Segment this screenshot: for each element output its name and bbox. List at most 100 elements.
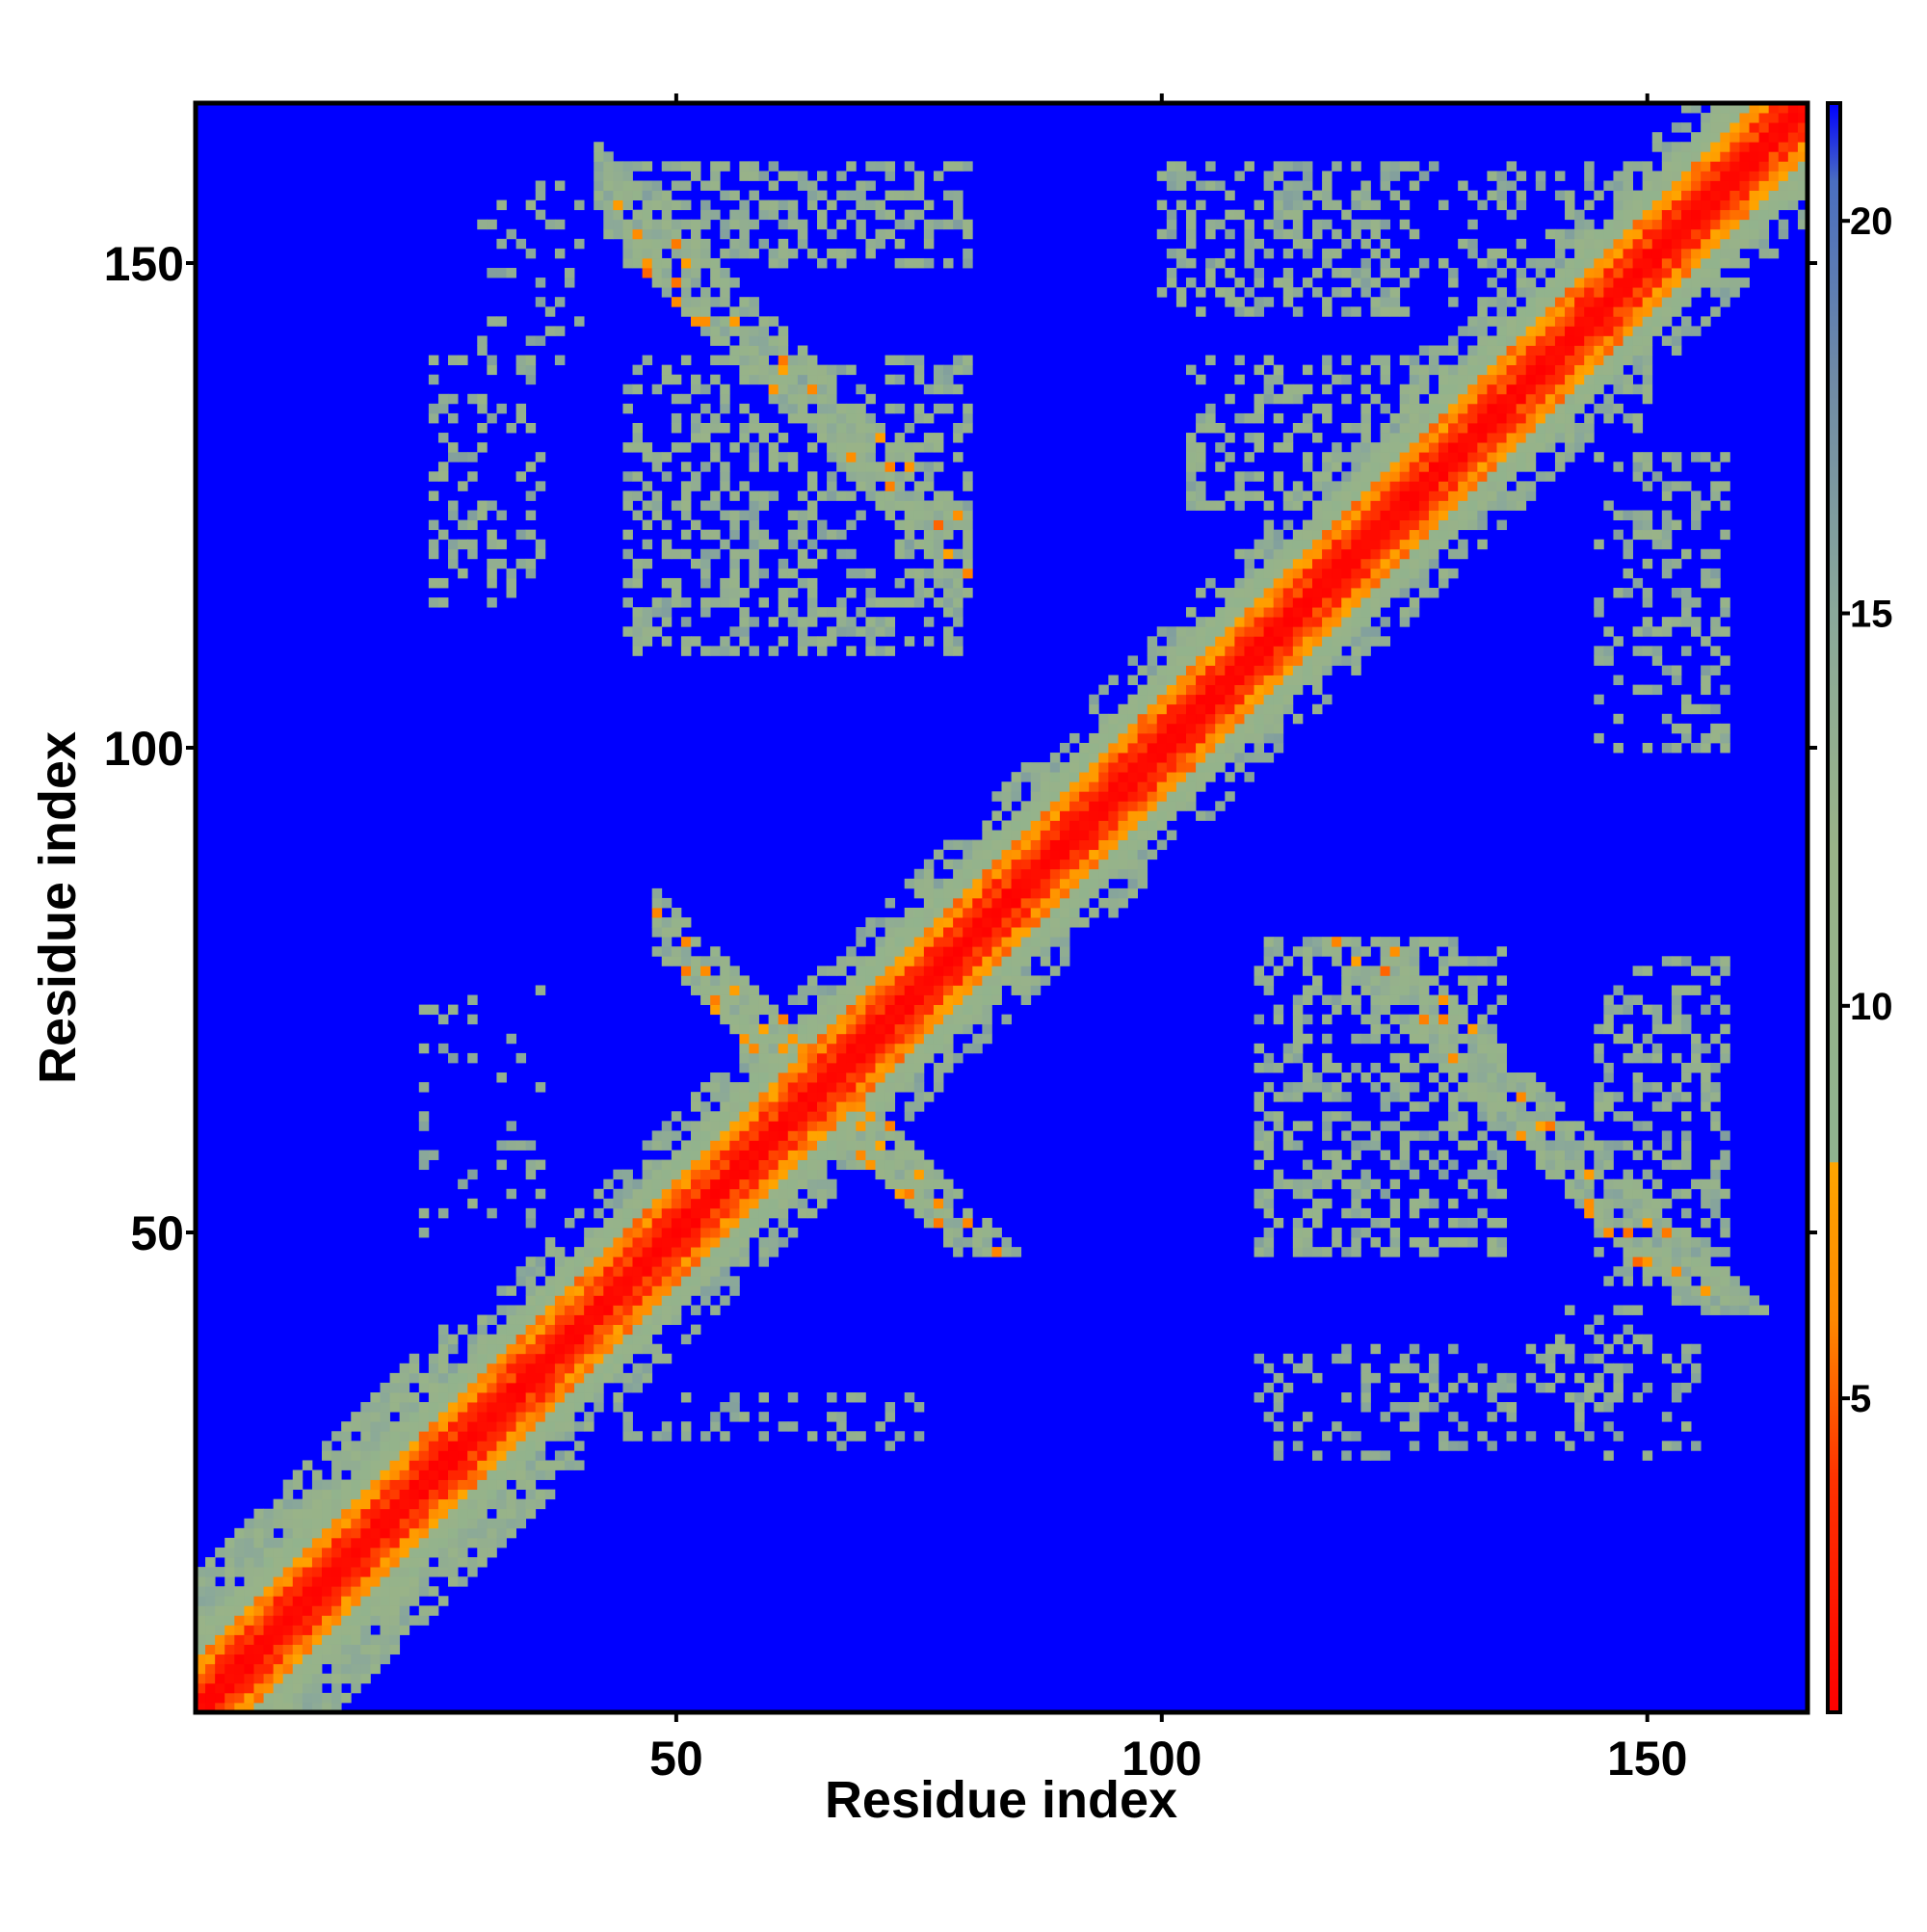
heatmap-cell bbox=[943, 257, 954, 269]
heatmap-cell bbox=[1292, 548, 1304, 560]
heatmap-cell bbox=[680, 1198, 692, 1209]
heatmap-cell bbox=[933, 171, 944, 181]
heatmap-cell bbox=[1409, 384, 1420, 395]
heatmap-cell bbox=[594, 161, 604, 172]
heatmap-cell bbox=[787, 1043, 799, 1054]
heatmap-cell bbox=[1351, 946, 1361, 957]
heatmap-cell bbox=[535, 1412, 546, 1422]
heatmap-cell bbox=[1079, 878, 1090, 889]
heatmap-cell bbox=[1292, 190, 1304, 200]
heatmap-cell bbox=[370, 1576, 381, 1587]
heatmap-cell bbox=[1234, 412, 1245, 424]
heatmap-cell bbox=[758, 374, 770, 385]
heatmap-cell bbox=[1418, 500, 1430, 511]
heatmap-cell bbox=[1215, 257, 1226, 269]
heatmap-cell bbox=[448, 510, 459, 520]
heatmap-cell bbox=[1477, 297, 1488, 307]
heatmap-cell bbox=[1496, 1150, 1507, 1160]
heatmap-cell bbox=[904, 257, 915, 269]
heatmap-cell bbox=[535, 548, 546, 560]
heatmap-cell bbox=[1380, 268, 1391, 278]
heatmap-cell bbox=[710, 1169, 721, 1180]
heatmap-cell bbox=[1496, 1062, 1507, 1073]
heatmap-cell bbox=[311, 1527, 323, 1539]
heatmap-cell bbox=[584, 1227, 594, 1238]
heatmap-cell bbox=[758, 1150, 770, 1160]
heatmap-cell bbox=[846, 248, 857, 259]
heatmap-cell bbox=[953, 452, 964, 463]
heatmap-cell bbox=[1439, 1082, 1449, 1093]
heatmap-cell bbox=[496, 1402, 507, 1413]
heatmap-cell bbox=[496, 1363, 507, 1374]
heatmap-cell bbox=[515, 1266, 527, 1277]
heatmap-cell bbox=[253, 1692, 264, 1704]
heatmap-cell bbox=[282, 1644, 294, 1655]
heatmap-cell bbox=[827, 481, 837, 491]
heatmap-cell bbox=[1263, 597, 1275, 608]
heatmap-cell bbox=[1448, 1052, 1459, 1064]
heatmap-cell bbox=[1332, 636, 1342, 647]
heatmap-cell bbox=[1496, 364, 1507, 376]
heatmap-cell bbox=[1030, 908, 1042, 918]
heatmap-cell bbox=[729, 1023, 740, 1035]
heatmap-cell bbox=[982, 839, 992, 851]
heatmap-cell bbox=[758, 1082, 770, 1093]
heatmap-cell bbox=[496, 1159, 507, 1171]
heatmap-cell bbox=[1467, 190, 1478, 200]
heatmap-cell bbox=[1040, 897, 1051, 909]
heatmap-cell bbox=[273, 1547, 284, 1558]
heatmap-cell bbox=[913, 878, 925, 889]
heatmap-cell bbox=[749, 1207, 759, 1219]
heatmap-cell bbox=[1496, 1043, 1507, 1054]
heatmap-cell bbox=[263, 1508, 275, 1520]
heatmap-cell bbox=[787, 1140, 799, 1151]
heatmap-cell bbox=[720, 510, 730, 520]
heatmap-cell bbox=[729, 1140, 740, 1151]
heatmap-cell bbox=[991, 956, 1002, 966]
heatmap-cell bbox=[622, 1257, 633, 1267]
heatmap-cell bbox=[1273, 588, 1284, 598]
heatmap-cell bbox=[253, 1663, 264, 1675]
heatmap-cell bbox=[515, 1314, 527, 1325]
heatmap-cell bbox=[729, 588, 740, 598]
heatmap-cell bbox=[496, 1392, 507, 1403]
heatmap-cell bbox=[1360, 471, 1371, 482]
heatmap-cell bbox=[1467, 519, 1478, 531]
heatmap-cell bbox=[1370, 1023, 1381, 1035]
heatmap-cell bbox=[758, 1198, 770, 1209]
heatmap-cell bbox=[263, 1615, 275, 1626]
heatmap-cell bbox=[894, 937, 906, 947]
heatmap-cell bbox=[758, 1412, 770, 1422]
heatmap-cell bbox=[311, 1586, 323, 1597]
heatmap-cell bbox=[1351, 1150, 1361, 1160]
heatmap-cell bbox=[1477, 384, 1488, 395]
heatmap-cell bbox=[749, 646, 759, 656]
heatmap-cell bbox=[1487, 1072, 1497, 1083]
heatmap-cell bbox=[1322, 1247, 1333, 1257]
heatmap-cell bbox=[1351, 422, 1361, 434]
heatmap-cell bbox=[263, 1702, 275, 1713]
heatmap-cell bbox=[904, 1150, 915, 1160]
heatmap-cell bbox=[428, 1508, 439, 1520]
heatmap-cell bbox=[700, 1285, 711, 1296]
heatmap-cell bbox=[1001, 830, 1012, 840]
heatmap-cell bbox=[680, 1121, 692, 1131]
heatmap-cell bbox=[487, 539, 497, 550]
heatmap-cell bbox=[991, 887, 1002, 899]
heatmap-cell bbox=[525, 355, 537, 366]
heatmap-cell bbox=[1244, 675, 1254, 686]
heatmap-cell bbox=[797, 1111, 808, 1122]
heatmap-cell bbox=[496, 403, 507, 414]
heatmap-cell bbox=[399, 1596, 410, 1606]
heatmap-cell bbox=[1175, 180, 1187, 191]
heatmap-cell bbox=[1020, 820, 1032, 831]
heatmap-cell bbox=[1477, 374, 1488, 385]
heatmap-cell bbox=[943, 887, 954, 899]
heatmap-cell bbox=[205, 1586, 216, 1597]
heatmap-cell bbox=[331, 1576, 342, 1587]
heatmap-cell bbox=[710, 1150, 721, 1160]
heatmap-cell bbox=[739, 1033, 750, 1045]
heatmap-cell bbox=[642, 180, 653, 191]
heatmap-cell bbox=[506, 1431, 516, 1442]
heatmap-cell bbox=[196, 1663, 206, 1675]
